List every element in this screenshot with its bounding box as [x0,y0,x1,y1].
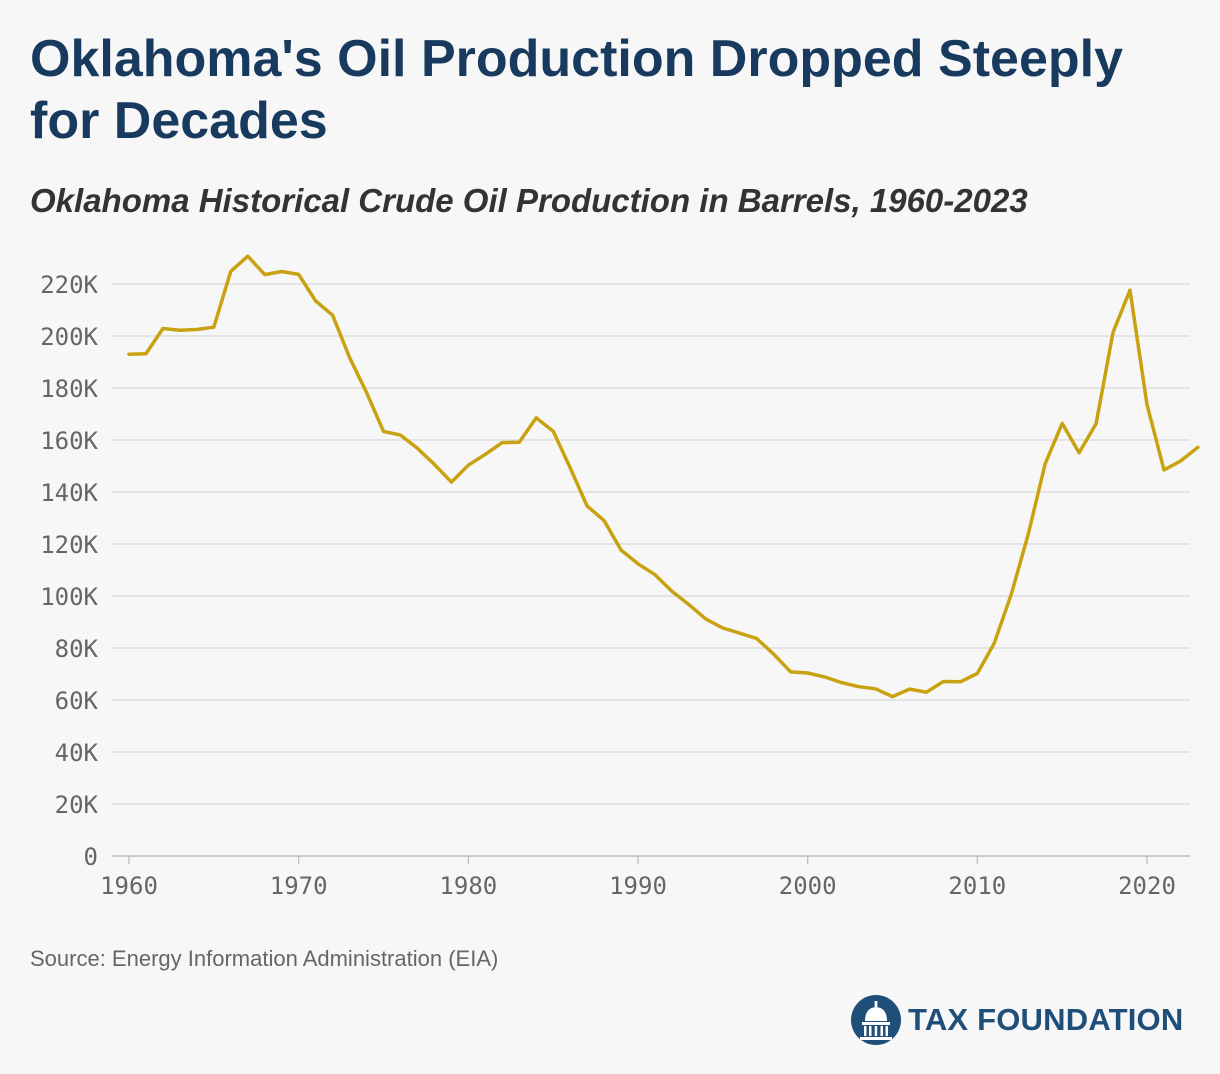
data-point [195,328,199,331]
source-note: Source: Energy Information Administratio… [30,946,499,971]
data-point [670,589,674,593]
data-point [806,671,810,675]
data-point [500,441,504,445]
data-point [1043,462,1047,466]
data-point [941,680,945,684]
data-point [1128,288,1132,292]
data-point [585,504,589,508]
data-point [246,254,250,258]
gridlines [112,283,1190,857]
data-point [874,687,878,691]
data-point [212,325,216,329]
x-tick-label: 2000 [779,872,837,900]
data-point [263,273,267,277]
y-tick-label: 200K [40,323,98,351]
data-point [1026,532,1030,536]
data-point [348,356,352,360]
x-axis-ticks: 1960 1970 1980 1990 2000 2010 2020 [100,856,1176,900]
x-tick-label: 2020 [1118,872,1176,900]
data-point [1060,421,1064,425]
x-tick-label: 2010 [948,872,1006,900]
y-tick-label: 80K [55,635,99,663]
data-point [551,429,555,433]
y-tick-label: 60K [55,687,99,715]
data-point [1077,451,1081,455]
data-point [432,462,436,466]
data-point [483,452,487,456]
x-tick-label: 1960 [100,872,158,900]
data-point [636,562,640,566]
data-point [975,671,979,675]
tax-foundation-logo[interactable]: TAX FOUNDATION [850,992,1183,1048]
data-point [704,617,708,621]
x-tick-label: 1990 [609,872,667,900]
data-point [382,429,385,433]
y-tick-label: 40K [55,739,99,767]
data-point [331,313,335,317]
data-point [365,390,369,394]
data-point [1179,459,1183,463]
data-point [891,695,894,699]
data-point [823,675,827,679]
y-tick-label: 0 [84,843,98,871]
data-point [229,269,233,273]
y-tick-label: 160K [40,427,98,455]
data-point [1094,422,1098,426]
data-point [178,328,182,332]
y-tick-label: 100K [40,583,98,611]
data-point [144,352,148,356]
data-point [840,681,844,685]
data-point [687,603,691,607]
y-tick-label: 20K [55,791,99,819]
x-tick-label: 1970 [270,872,328,900]
data-point [1111,330,1115,334]
data-point [415,446,419,450]
data-point [466,463,470,467]
data-point [907,687,911,691]
y-tick-label: 220K [40,271,98,299]
y-tick-label: 180K [40,375,98,403]
data-point [772,652,776,656]
data-point [755,637,759,641]
chart-subtitle: Oklahoma Historical Crude Oil Production… [30,182,1028,219]
data-point [738,631,742,635]
y-tick-label: 140K [40,479,98,507]
data-point [992,641,996,645]
y-tick-label: 120K [40,531,98,559]
data-point [653,573,657,577]
chart-title: Oklahoma's Oil Production Dropped Steepl… [30,30,1123,150]
data-point [924,690,928,694]
data-point [449,480,453,484]
data-point [1145,403,1149,407]
data-point [127,352,131,356]
data-point [619,548,623,552]
data-point [721,626,725,630]
data-point [958,680,962,684]
capitol-dome-icon [851,995,901,1045]
x-tick-label: 1980 [439,872,497,900]
data-point [1162,468,1166,472]
series-line [127,254,1200,699]
y-axis-ticks: 0 20K 40K 60K 80K 100K 120K 140K 160K 180K 200K 220… [40,271,98,871]
data-point [534,416,538,420]
series-layer [127,254,1200,699]
data-point [517,440,521,444]
data-point [1009,592,1013,596]
data-point [161,326,165,330]
data-point [1196,445,1200,449]
data-point [314,299,318,303]
data-point [857,685,861,689]
data-point [602,519,606,523]
logo-text: TAX FOUNDATION [908,1002,1184,1037]
data-point [398,433,402,437]
data-point [297,272,301,276]
data-point [280,270,284,274]
data-point [789,670,793,674]
data-point [568,466,572,470]
